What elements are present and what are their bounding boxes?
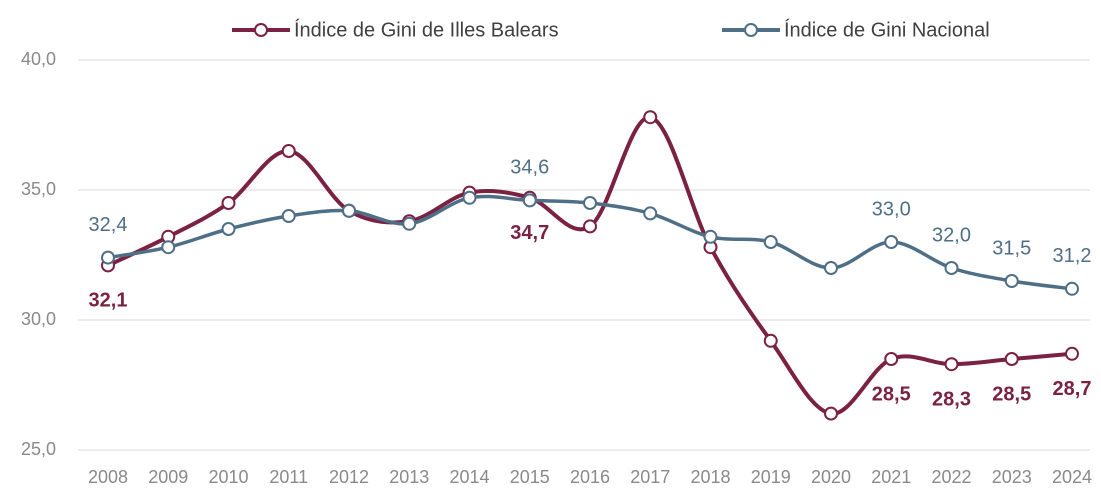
data-point bbox=[221, 222, 236, 236]
x-tick-label: 2019 bbox=[751, 467, 791, 487]
data-point bbox=[763, 333, 778, 348]
data-label: 32,0 bbox=[932, 224, 971, 246]
legend-marker bbox=[254, 23, 268, 37]
data-label: 28,7 bbox=[1053, 378, 1092, 400]
x-tick-label: 2015 bbox=[510, 467, 550, 487]
data-point bbox=[944, 357, 959, 372]
data-point bbox=[1004, 352, 1019, 366]
data-point bbox=[342, 203, 356, 218]
data-label: 32,1 bbox=[89, 290, 128, 312]
legend-marker bbox=[744, 23, 758, 37]
x-tick-label: 2018 bbox=[690, 467, 730, 487]
x-tick-label: 2017 bbox=[630, 467, 670, 487]
x-tick-label: 2012 bbox=[329, 467, 369, 487]
data-label: 32,4 bbox=[89, 214, 128, 236]
y-tick-label: 25,0 bbox=[21, 439, 56, 459]
data-point bbox=[281, 209, 296, 223]
data-point bbox=[522, 193, 537, 208]
x-tick-label: 2023 bbox=[992, 467, 1032, 487]
data-point bbox=[281, 144, 296, 158]
series-line bbox=[107, 194, 1073, 291]
data-label: 28,3 bbox=[932, 388, 971, 410]
data-point bbox=[161, 240, 176, 255]
x-tick-label: 2022 bbox=[931, 467, 971, 487]
data-point bbox=[221, 196, 236, 210]
x-tick-label: 2021 bbox=[871, 467, 911, 487]
x-tick-label: 2009 bbox=[148, 467, 188, 487]
data-point bbox=[462, 190, 477, 205]
data-point bbox=[824, 406, 838, 421]
x-tick-label: 2016 bbox=[570, 467, 610, 487]
x-tick-label: 2020 bbox=[811, 467, 851, 487]
x-tick-label: 2008 bbox=[88, 467, 128, 487]
x-tick-label: 2013 bbox=[389, 467, 429, 487]
data-point bbox=[583, 219, 597, 234]
data-point bbox=[884, 235, 899, 249]
data-label: 28,5 bbox=[872, 383, 911, 405]
legend-label: Índice de Gini de Illes Balears bbox=[294, 18, 559, 41]
y-tick-label: 35,0 bbox=[21, 179, 56, 199]
data-point bbox=[643, 110, 658, 125]
y-tick-label: 30,0 bbox=[21, 309, 56, 329]
data-label: 31,5 bbox=[992, 237, 1031, 259]
data-point bbox=[1065, 281, 1079, 296]
data-point bbox=[703, 229, 718, 244]
data-point bbox=[402, 216, 417, 231]
x-tick-label: 2024 bbox=[1052, 467, 1092, 487]
series-line bbox=[107, 115, 1073, 416]
data-point bbox=[763, 235, 778, 249]
data-point bbox=[643, 206, 658, 221]
legend-label: Índice de Gini Nacional bbox=[784, 18, 990, 41]
data-point bbox=[1004, 274, 1019, 288]
data-point bbox=[101, 250, 115, 265]
y-tick-label: 40,0 bbox=[21, 49, 56, 69]
data-label: 34,7 bbox=[510, 222, 549, 244]
data-label: 34,6 bbox=[510, 157, 549, 179]
data-point bbox=[583, 196, 597, 210]
x-tick-label: 2010 bbox=[208, 467, 248, 487]
data-point bbox=[944, 261, 959, 275]
data-label: 28,5 bbox=[992, 383, 1031, 405]
data-point bbox=[824, 261, 838, 275]
x-tick-label: 2014 bbox=[449, 467, 489, 487]
data-label: 31,2 bbox=[1053, 245, 1092, 267]
x-tick-label: 2011 bbox=[269, 467, 308, 487]
data-point bbox=[1065, 346, 1079, 361]
data-label: 33,0 bbox=[872, 198, 911, 220]
data-point bbox=[884, 352, 899, 366]
